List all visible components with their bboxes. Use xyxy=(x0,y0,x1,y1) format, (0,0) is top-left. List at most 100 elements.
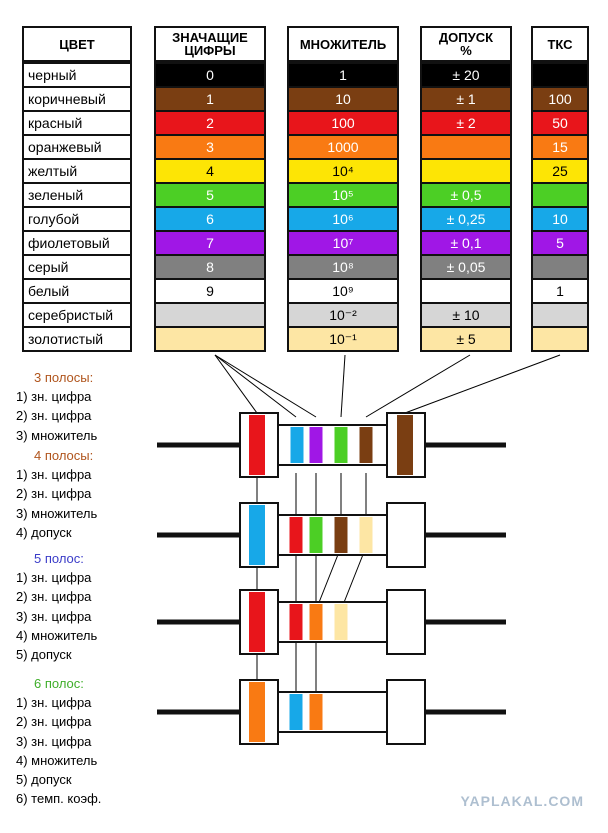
digit-cell: 5 xyxy=(154,182,266,208)
mult-cell: 10⁻² xyxy=(287,302,399,328)
resistor-cap xyxy=(386,679,426,745)
mult-cell: 10⁸ xyxy=(287,254,399,280)
digit-cell: 3 xyxy=(154,134,266,160)
tol-cell: ± 1 xyxy=(420,86,512,112)
tkc-cell: 10 xyxy=(531,206,589,232)
resistor-band xyxy=(309,517,323,553)
mult-cell: 1 xyxy=(287,62,399,88)
tol-cell xyxy=(420,158,512,184)
color-name-cell: желтый xyxy=(22,158,132,184)
header-tolerance: ДОПУСК % xyxy=(420,26,512,62)
legend-title: 4 полосы: xyxy=(34,448,94,463)
resistor-band xyxy=(334,427,348,463)
connector-line xyxy=(340,546,367,611)
color-name-cell: фиолетовый xyxy=(22,230,132,256)
color-name-cell: голубой xyxy=(22,206,132,232)
resistor-band xyxy=(309,604,323,640)
resistor-band xyxy=(334,604,348,640)
mult-cell: 10⁷ xyxy=(287,230,399,256)
connector-line xyxy=(214,354,297,418)
resistor-cap xyxy=(386,589,426,655)
resistor-band xyxy=(359,427,373,463)
legend-item: 1) зн. цифра xyxy=(16,695,92,711)
mult-cell: 10 xyxy=(287,86,399,112)
resistor-band xyxy=(309,694,323,730)
color-name-cell: черный xyxy=(22,62,132,88)
legend-item: 4) допуск xyxy=(16,524,72,540)
mult-cell: 1000 xyxy=(287,134,399,160)
tol-cell: ± 20 xyxy=(420,62,512,88)
tol-cell xyxy=(420,278,512,304)
tol-cell xyxy=(420,134,512,160)
connector-line xyxy=(404,354,561,414)
legend-item: 1) зн. цифра xyxy=(16,389,92,405)
resistor-band xyxy=(359,517,373,553)
header-multiplier: МНОЖИТЕЛЬ xyxy=(287,26,399,62)
color-name-cell: зеленый xyxy=(22,182,132,208)
color-name-cell: золотистый xyxy=(22,326,132,352)
legend-item: 3) зн. цифра xyxy=(16,733,92,749)
resistor-band xyxy=(290,427,304,463)
tol-cell: ± 5 xyxy=(420,326,512,352)
legend-item: 5) допуск xyxy=(16,647,72,662)
legend-item: 2) зн. цифра xyxy=(16,714,92,730)
digit-cell xyxy=(154,326,266,352)
resistor-band xyxy=(249,682,265,742)
legend-item: 1) зн. цифра xyxy=(16,467,92,483)
tkc-cell: 1 xyxy=(531,278,589,304)
mult-cell: 10⁶ xyxy=(287,206,399,232)
legend-item: 2) зн. цифра xyxy=(16,486,92,502)
resistor-band xyxy=(309,427,323,463)
legend-item: 1) зн. цифра xyxy=(16,570,92,586)
resistor-band xyxy=(289,694,303,730)
legend-title: 5 полос: xyxy=(34,551,84,566)
color-name-cell: коричневый xyxy=(22,86,132,112)
color-name-cell: белый xyxy=(22,278,132,304)
resistor-cap xyxy=(386,502,426,568)
tkc-cell: 25 xyxy=(531,158,589,184)
legend-item: 2) зн. цифра xyxy=(16,589,92,605)
connector-line xyxy=(315,546,342,611)
digit-cell: 2 xyxy=(154,110,266,136)
digit-cell: 7 xyxy=(154,230,266,256)
tkc-cell xyxy=(531,326,589,352)
resistor-band xyxy=(289,604,303,640)
header-digits: ЗНАЧАЩИЕ ЦИФРЫ xyxy=(154,26,266,62)
resistor-band xyxy=(249,505,265,565)
digit-cell: 0 xyxy=(154,62,266,88)
connector-line xyxy=(214,354,258,414)
tkc-cell xyxy=(531,62,589,88)
connector-line xyxy=(340,354,346,418)
header-tkc: ТКС xyxy=(531,26,589,62)
digit-cell xyxy=(154,302,266,328)
resistor-band xyxy=(397,415,413,475)
legend-item: 3) зн. цифра xyxy=(16,608,92,624)
legend-item: 4) множитель xyxy=(16,752,98,768)
header-color: ЦВЕТ xyxy=(22,26,132,62)
tkc-cell: 100 xyxy=(531,86,589,112)
connector-line xyxy=(214,354,317,418)
legend-item: 2) зн. цифра xyxy=(16,408,92,424)
tkc-cell: 5 xyxy=(531,230,589,256)
tol-cell: ± 0,25 xyxy=(420,206,512,232)
resistor-band xyxy=(249,415,265,475)
mult-cell: 10⁹ xyxy=(287,278,399,304)
tol-cell: ± 0,1 xyxy=(420,230,512,256)
watermark: YAPLAKAL.COM xyxy=(460,793,584,809)
digit-cell: 1 xyxy=(154,86,266,112)
tkc-cell xyxy=(531,302,589,328)
color-name-cell: красный xyxy=(22,110,132,136)
tkc-cell: 50 xyxy=(531,110,589,136)
digit-cell: 8 xyxy=(154,254,266,280)
color-name-cell: оранжевый xyxy=(22,134,132,160)
tkc-cell xyxy=(531,254,589,280)
legend-item: 3) множитель xyxy=(16,427,98,443)
resistor-band xyxy=(289,517,303,553)
legend-item: 4) множитель xyxy=(16,627,98,643)
resistor-band xyxy=(334,517,348,553)
mult-cell: 10⁻¹ xyxy=(287,326,399,352)
tol-cell: ± 0,5 xyxy=(420,182,512,208)
digit-cell: 6 xyxy=(154,206,266,232)
color-name-cell: серый xyxy=(22,254,132,280)
